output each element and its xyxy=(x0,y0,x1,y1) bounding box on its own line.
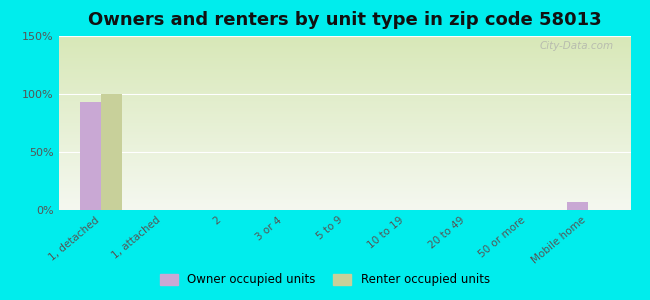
Bar xyxy=(567,202,588,210)
Title: Owners and renters by unit type in zip code 58013: Owners and renters by unit type in zip c… xyxy=(88,11,601,29)
Bar xyxy=(80,102,101,210)
Bar xyxy=(101,94,122,210)
Legend: Owner occupied units, Renter occupied units: Owner occupied units, Renter occupied un… xyxy=(155,269,495,291)
Text: City-Data.com: City-Data.com xyxy=(540,41,614,51)
